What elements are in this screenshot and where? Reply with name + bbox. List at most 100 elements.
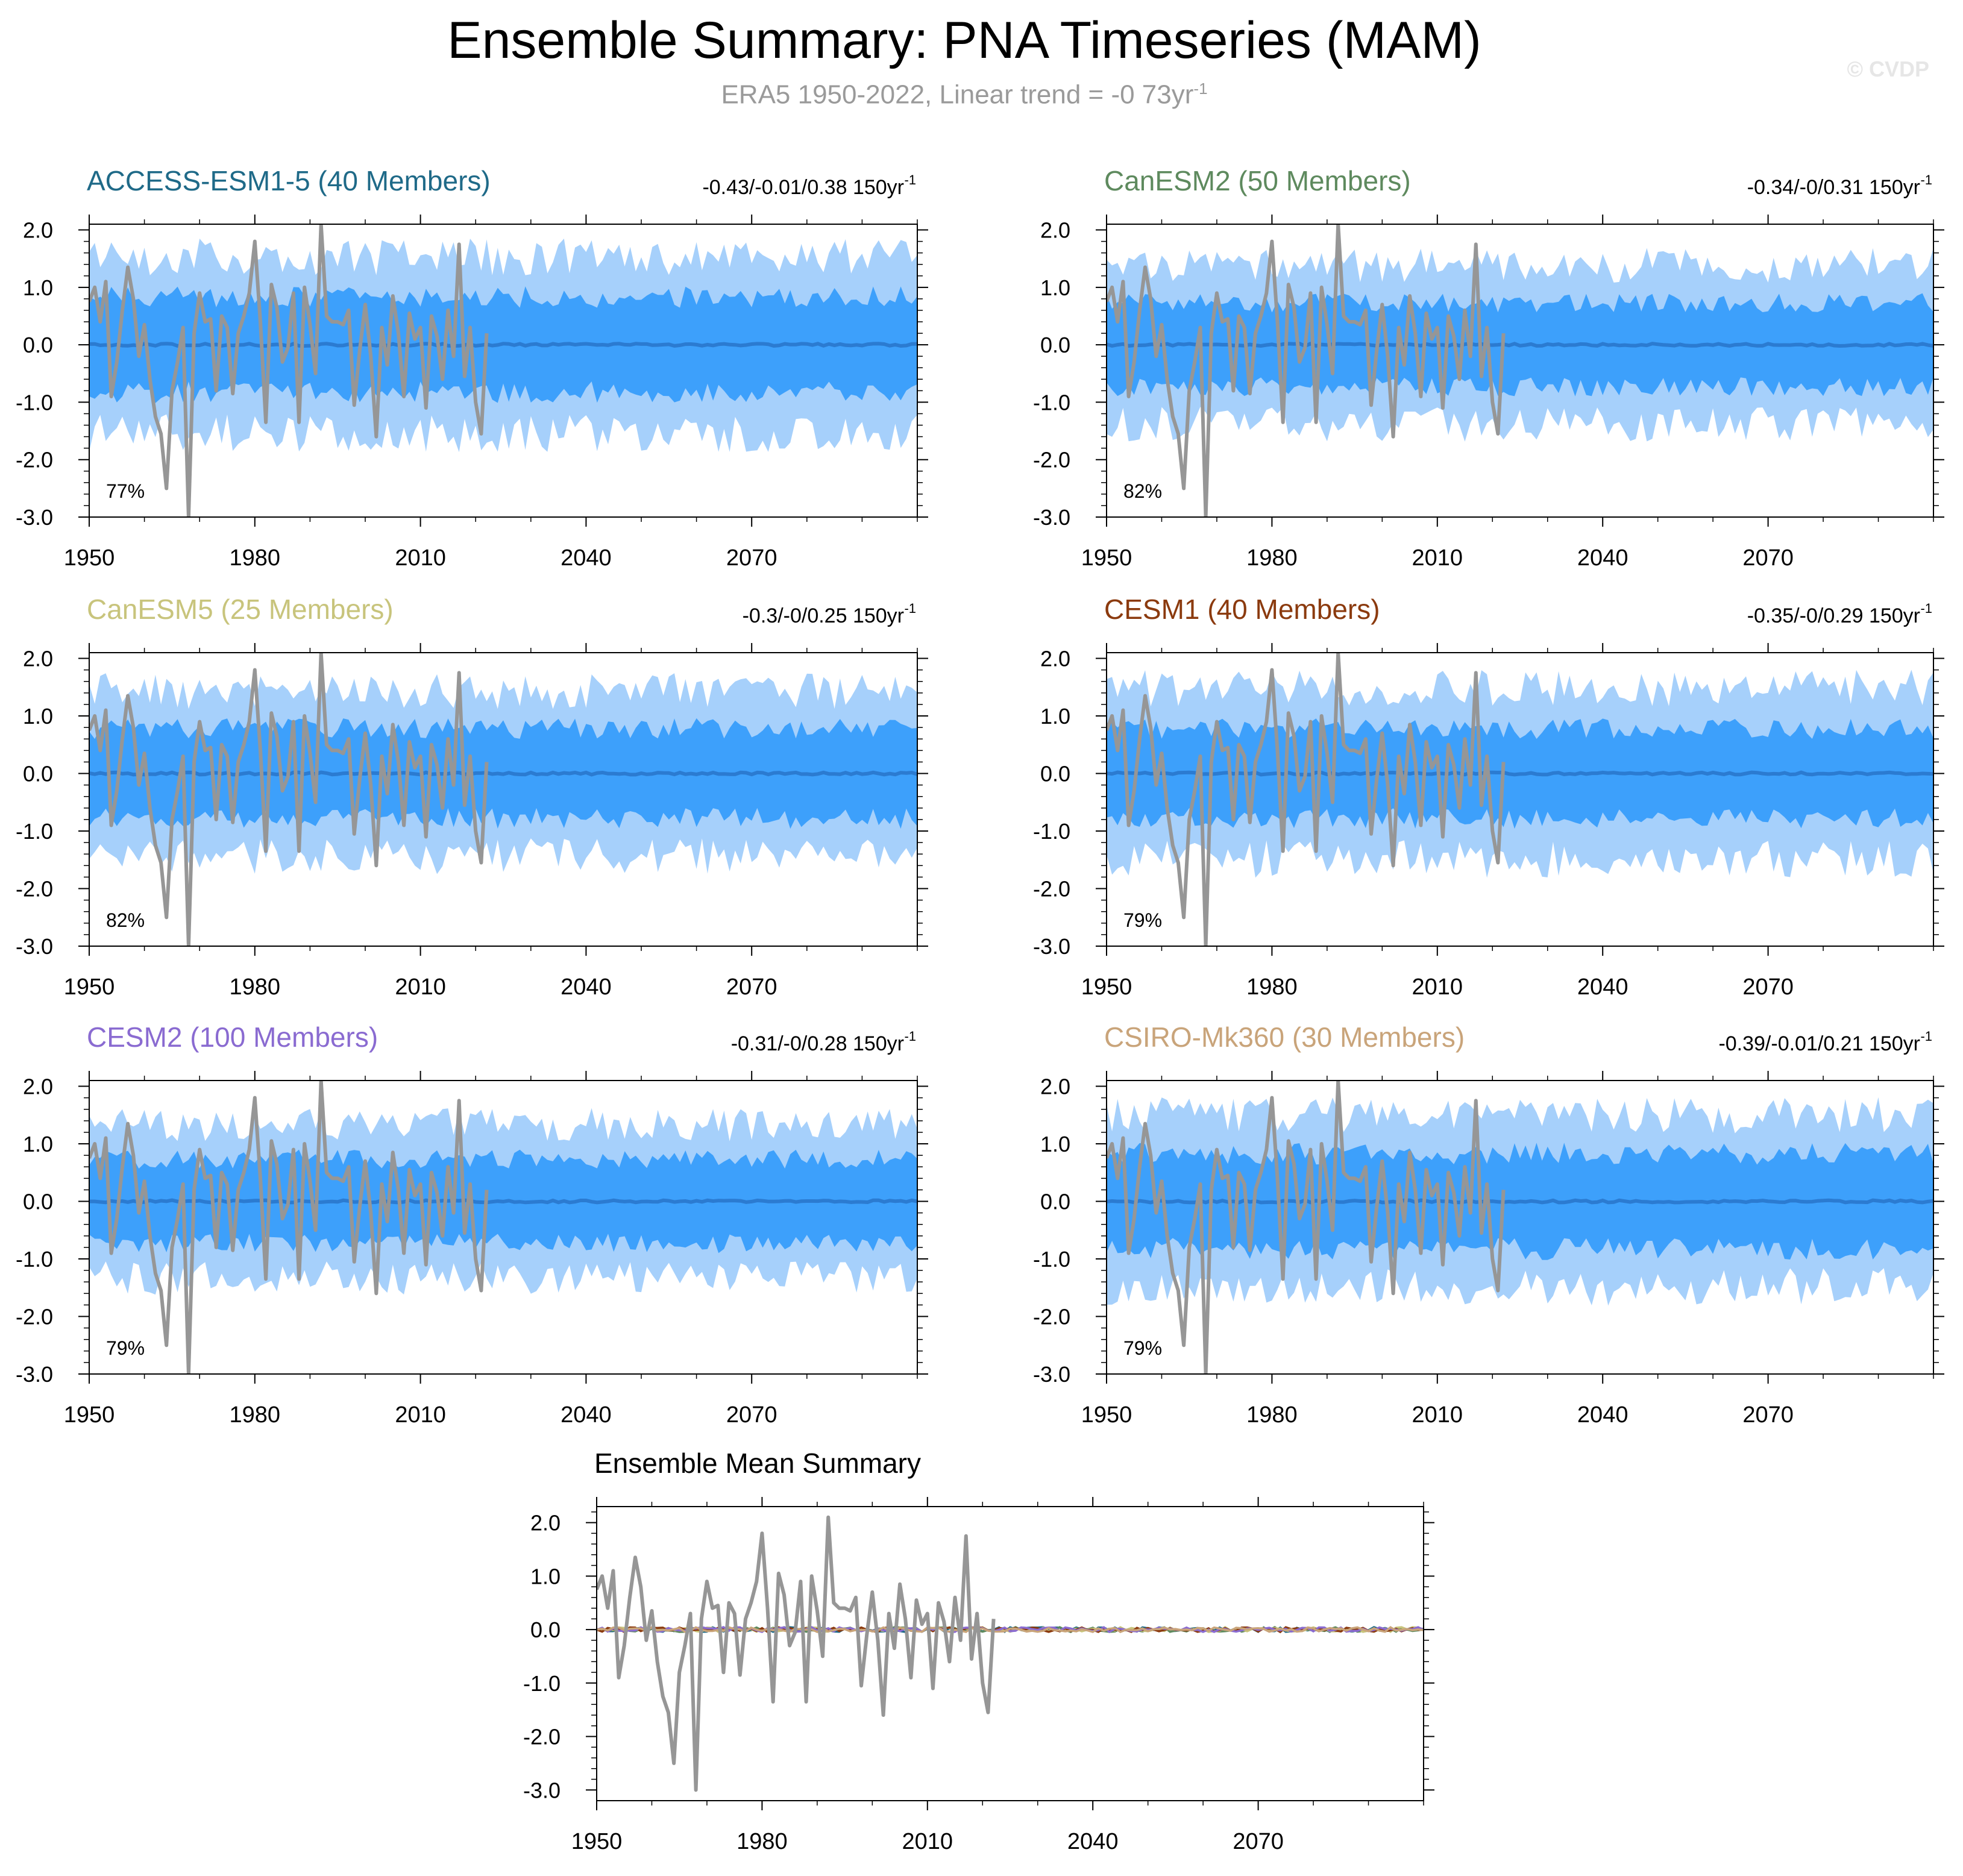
y-tick-label: 1.0 xyxy=(23,275,53,300)
y-tick-label: 2.0 xyxy=(23,647,53,671)
chart-panel: Ensemble Mean Summary 2.0 1.0 0.0 -1.0 -2.0 -3… xyxy=(523,1448,1434,1854)
x-tick-label: 2040 xyxy=(561,545,612,571)
x-tick-label: 2040 xyxy=(561,974,612,1000)
trend-superscript: -1 xyxy=(1920,172,1932,187)
x-tick-label: 2010 xyxy=(902,1829,953,1854)
panel-title: CanESM5 (25 Members) xyxy=(87,594,394,625)
x-tick-label: 1980 xyxy=(1246,545,1298,571)
x-tick-label: 1980 xyxy=(230,545,281,571)
y-tick-label: -2.0 xyxy=(1033,877,1070,902)
panel-title: CESM1 (40 Members) xyxy=(1104,594,1380,625)
y-tick-label: -1.0 xyxy=(16,390,53,415)
y-tick-label: 2.0 xyxy=(23,1074,53,1099)
x-tick-label: 2040 xyxy=(561,1402,612,1428)
x-tick-label: 2010 xyxy=(395,545,446,571)
x-tick-label: 1950 xyxy=(64,974,115,1000)
x-tick-label: 2070 xyxy=(1742,974,1794,1000)
x-tick-label: 2070 xyxy=(726,974,777,1000)
trend-superscript: -1 xyxy=(904,172,916,187)
plot-area xyxy=(89,653,917,946)
x-tick-label: 2040 xyxy=(1577,545,1629,571)
y-tick-label: -1.0 xyxy=(1033,1247,1070,1272)
y-tick-label: 0.0 xyxy=(530,1617,561,1642)
x-tick-label: 2070 xyxy=(1233,1829,1284,1854)
watermark: © CVDP xyxy=(1847,57,1929,81)
x-tick-label: 1980 xyxy=(1246,974,1298,1000)
x-tick-label: 2070 xyxy=(1742,1402,1794,1428)
chart-panel: CanESM5 (25 Members) -0.3/-0/0.25 150yr -1… xyxy=(16,594,928,1000)
percent-label: 79% xyxy=(106,1337,145,1359)
trend-superscript: -1 xyxy=(904,1029,916,1044)
panel-title: ACCESS-ESM1-5 (40 Members) xyxy=(87,165,491,196)
plot-area xyxy=(1107,224,1933,517)
percent-label: 82% xyxy=(1123,480,1162,502)
plot-area xyxy=(89,224,917,517)
y-tick-label: -2.0 xyxy=(16,877,53,902)
x-tick-label: 1950 xyxy=(64,1402,115,1428)
observations-line xyxy=(1107,224,1506,517)
trend-label: -0.43/-0.01/0.38 150yr xyxy=(702,176,904,199)
plot-frame xyxy=(1106,1080,1934,1375)
y-tick-label: -3.0 xyxy=(16,1362,53,1387)
chart-panel: CESM2 (100 Members) -0.31/-0/0.28 150yr -1… xyxy=(16,1021,928,1428)
x-tick-label: 2070 xyxy=(726,1402,777,1428)
chart-panel: CSIRO-Mk360 (30 Members) -0.39/-0.01/0.21… xyxy=(1033,1021,1944,1428)
y-tick-label: -3.0 xyxy=(16,505,53,530)
y-tick-label: 1.0 xyxy=(1040,704,1070,729)
trend-label: -0.39/-0.01/0.21 150yr xyxy=(1718,1032,1920,1055)
x-tick-label: 1950 xyxy=(1081,545,1132,571)
figure-subtitle: ERA5 1950-2022, Linear trend = -0 73yr-1 xyxy=(0,80,1929,110)
x-tick-label: 1950 xyxy=(1081,1402,1132,1428)
plot-frame xyxy=(89,652,918,947)
trend-label: -0.31/-0/0.28 150yr xyxy=(731,1032,904,1055)
y-tick-label: 2.0 xyxy=(530,1511,561,1536)
plot-area xyxy=(597,1515,1424,1792)
y-tick-label: -2.0 xyxy=(1033,448,1070,472)
x-tick-label: 1980 xyxy=(230,974,281,1000)
x-tick-label: 2010 xyxy=(1412,1402,1463,1428)
trend-label: -0.3/-0/0.25 150yr xyxy=(743,604,904,627)
subtitle-superscript: -1 xyxy=(1193,80,1208,98)
plot-frame xyxy=(1106,652,1934,947)
x-tick-label: 2040 xyxy=(1067,1829,1119,1854)
plot-frame xyxy=(596,1506,1424,1801)
y-tick-label: 1.0 xyxy=(23,704,53,729)
y-tick-label: 1.0 xyxy=(1040,275,1070,300)
plot-area xyxy=(1107,1081,1933,1374)
y-tick-label: 2.0 xyxy=(1040,1074,1070,1099)
observations-line xyxy=(89,224,489,517)
y-tick-label: 0.0 xyxy=(1040,1190,1070,1214)
x-tick-label: 2070 xyxy=(726,545,777,571)
y-tick-label: 2.0 xyxy=(23,218,53,243)
y-tick-label: 0.0 xyxy=(1040,762,1070,786)
y-tick-label: 2.0 xyxy=(1040,647,1070,671)
observations-line xyxy=(1107,1081,1506,1374)
y-tick-label: -1.0 xyxy=(16,1247,53,1272)
y-tick-label: 1.0 xyxy=(1040,1132,1070,1156)
figure-title: Ensemble Summary: PNA Timeseries (MAM) xyxy=(447,11,1481,69)
chart-panel: CESM1 (40 Members) -0.35/-0/0.29 150yr -1 2… xyxy=(1033,594,1944,1000)
y-tick-label: -3.0 xyxy=(523,1778,561,1802)
y-tick-label: 0.0 xyxy=(1040,333,1070,357)
percent-label: 79% xyxy=(1123,909,1162,931)
y-tick-label: -2.0 xyxy=(523,1725,561,1749)
y-tick-label: 1.0 xyxy=(23,1132,53,1156)
chart-panel: CanESM2 (50 Members) -0.34/-0/0.31 150yr -… xyxy=(1033,165,1944,571)
y-tick-label: -2.0 xyxy=(1033,1305,1070,1329)
panel-title: CanESM2 (50 Members) xyxy=(1104,165,1411,196)
observations-line xyxy=(597,1515,996,1792)
x-tick-label: 2010 xyxy=(395,974,446,1000)
plot-frame xyxy=(89,1080,918,1375)
subtitle-text: ERA5 1950-2022, Linear trend = -0 73yr xyxy=(721,80,1194,110)
y-tick-label: 0.0 xyxy=(23,762,53,786)
plot-frame xyxy=(1106,224,1934,518)
trend-superscript: -1 xyxy=(1920,1029,1932,1044)
y-tick-label: 0.0 xyxy=(23,333,53,357)
y-tick-label: -3.0 xyxy=(1033,1362,1070,1387)
trend-label: -0.35/-0/0.29 150yr xyxy=(1747,604,1920,627)
panel-title: CSIRO-Mk360 (30 Members) xyxy=(1104,1021,1465,1053)
y-tick-label: -1.0 xyxy=(523,1671,561,1696)
chart-panel: ACCESS-ESM1-5 (40 Members) -0.43/-0.01/0.… xyxy=(16,165,928,571)
y-tick-label: -1.0 xyxy=(16,819,53,844)
